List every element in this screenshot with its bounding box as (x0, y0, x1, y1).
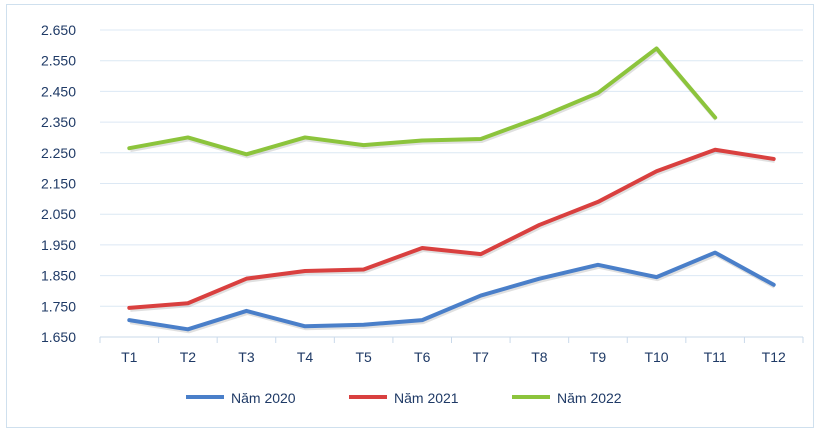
x-tick-label: T6 (414, 349, 431, 365)
x-tick-label: T8 (531, 349, 548, 365)
series-line-năm-2020 (127, 250, 776, 332)
y-tick-label: 1.850 (41, 268, 76, 284)
legend-label: Năm 2022 (557, 390, 622, 406)
x-tick-label: T12 (762, 349, 786, 365)
y-tick-label: 2.350 (41, 114, 76, 130)
x-tick-label: T3 (238, 349, 255, 365)
x-tick-label: T4 (297, 349, 314, 365)
y-tick-label: 2.650 (41, 22, 76, 38)
y-tick-label: 1.650 (41, 329, 76, 345)
x-tick-label: T11 (704, 349, 727, 365)
x-tick-label: T10 (644, 349, 668, 365)
x-tick-label: T2 (180, 349, 197, 365)
x-tick-label: T5 (355, 349, 372, 365)
y-tick-label: 2.450 (41, 83, 76, 99)
x-tick-label: T9 (590, 349, 607, 365)
y-tick-label: 2.250 (41, 145, 76, 161)
y-tick-label: 2.550 (41, 53, 76, 69)
y-tick-label: 1.750 (41, 298, 76, 314)
series-line-shadow (129, 252, 776, 334)
x-tick-label: T1 (121, 349, 138, 365)
y-tick-label: 2.150 (41, 176, 76, 192)
legend-label: Năm 2021 (394, 390, 459, 406)
chart-frame (6, 4, 814, 428)
x-tick-label: T7 (473, 349, 490, 365)
series-line-năm-2022 (127, 46, 718, 157)
series-line-năm-2021 (127, 147, 776, 310)
legend-label: Năm 2020 (231, 390, 296, 406)
y-tick-label: 1.950 (41, 237, 76, 253)
y-tick-label: 2.050 (41, 206, 76, 222)
